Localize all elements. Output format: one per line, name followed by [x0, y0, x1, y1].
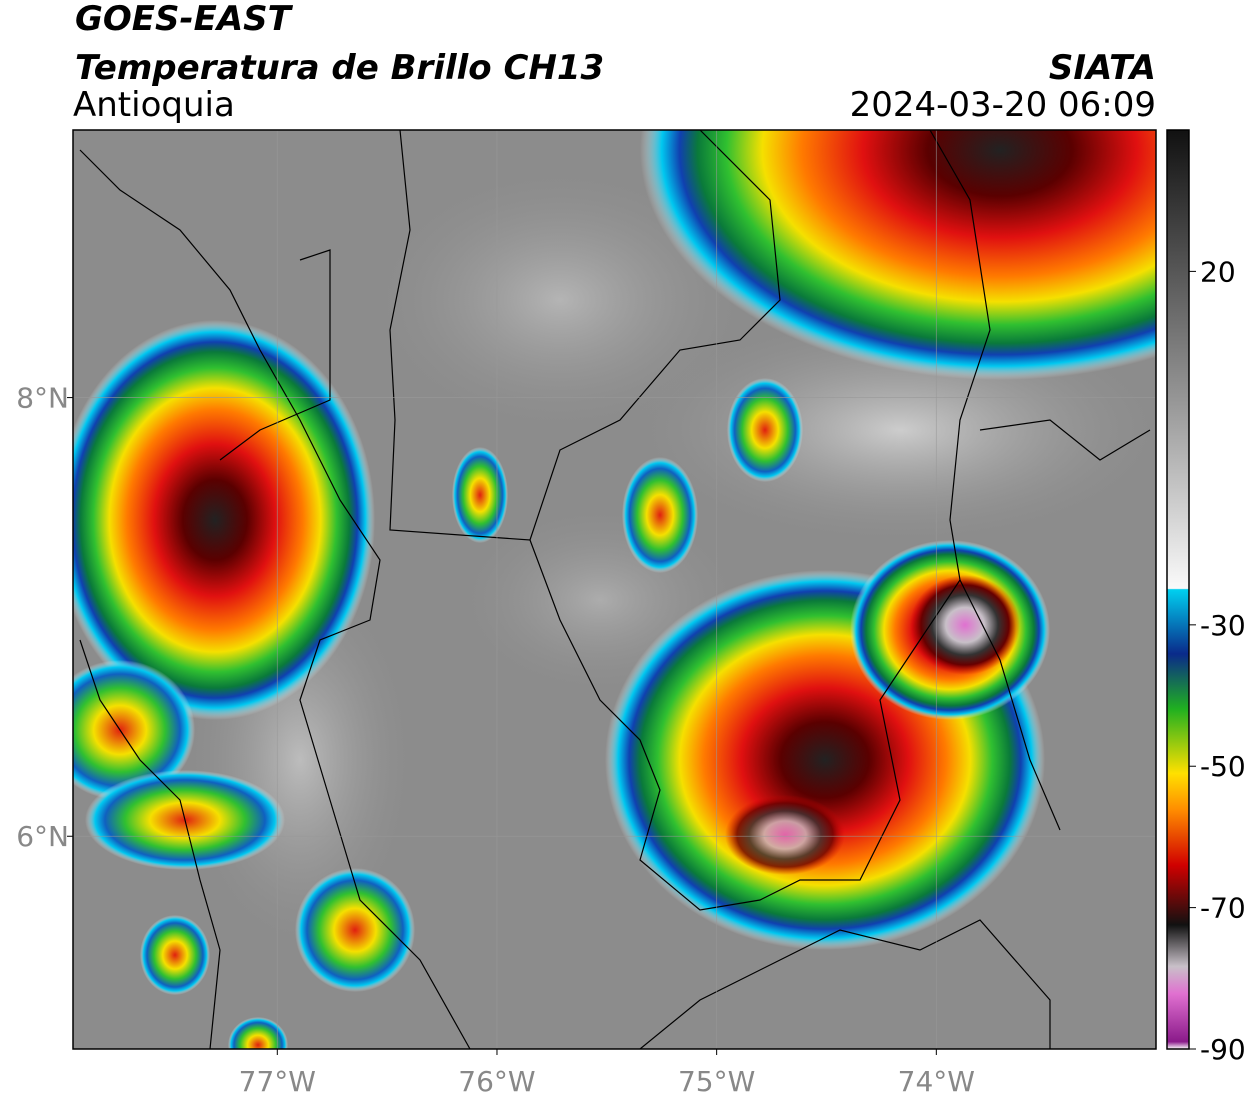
x-tick-label: 74°W	[898, 1065, 975, 1098]
satellite-image	[73, 130, 1156, 1049]
borders	[79, 130, 1151, 1049]
colorbar-label: -90	[1200, 1033, 1246, 1066]
datetime: 2024-03-20 06:09	[850, 85, 1156, 125]
subtitle: Temperatura de Brillo CH13	[75, 48, 604, 88]
title: GOES-EAST	[75, 0, 294, 39]
region: Antioquia	[73, 85, 235, 125]
colorbar	[1166, 129, 1190, 1050]
x-tick-label: 76°W	[458, 1065, 535, 1098]
map-frame	[72, 129, 1157, 1050]
colorbar-label: -70	[1200, 892, 1246, 925]
x-tick-label: 77°W	[239, 1065, 316, 1098]
x-tick-label: 75°W	[678, 1065, 755, 1098]
source: SIATA	[1049, 48, 1156, 88]
colorbar-label: -50	[1200, 750, 1246, 783]
y-tick-label: 8°N	[16, 382, 69, 415]
y-tick-label: 6°N	[16, 820, 69, 853]
colorbar-label: 20	[1200, 255, 1236, 288]
colorbar-label: -30	[1200, 609, 1246, 642]
